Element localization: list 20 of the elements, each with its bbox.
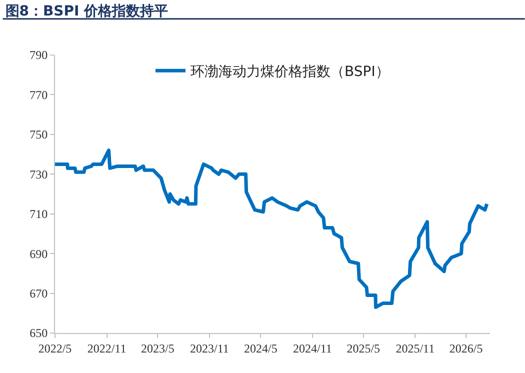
y-tick-label: 710: [30, 207, 48, 222]
y-tick-label: 650: [30, 326, 48, 340]
y-tick-label: 730: [30, 167, 48, 182]
y-tick-label: 750: [30, 128, 48, 142]
x-tick-label: 2025/5: [346, 341, 380, 356]
line-series: [55, 148, 489, 309]
x-tick-label: 2023/11: [190, 341, 229, 356]
x-tick-label: 2024/11: [293, 341, 332, 356]
y-tick-label: 690: [30, 246, 48, 261]
x-tick-label: 2025/11: [396, 341, 435, 356]
legend-label: 环渤海动力煤价格指数（BSPI）: [190, 64, 390, 80]
x-tick-label: 2023/5: [141, 341, 174, 356]
x-tick-label: 2022/5: [38, 341, 72, 356]
y-tick-label: 790: [30, 48, 48, 62]
chart-title: 图8：BSPI 价格指数持平: [5, 3, 168, 20]
y-tick-label: 670: [30, 286, 48, 300]
x-tick-label: 2024/5: [244, 341, 278, 356]
x-tick-label: 2022/11: [87, 341, 126, 356]
y-tick-label: 770: [30, 88, 48, 102]
x-tick-label: 2026/5: [449, 341, 483, 356]
